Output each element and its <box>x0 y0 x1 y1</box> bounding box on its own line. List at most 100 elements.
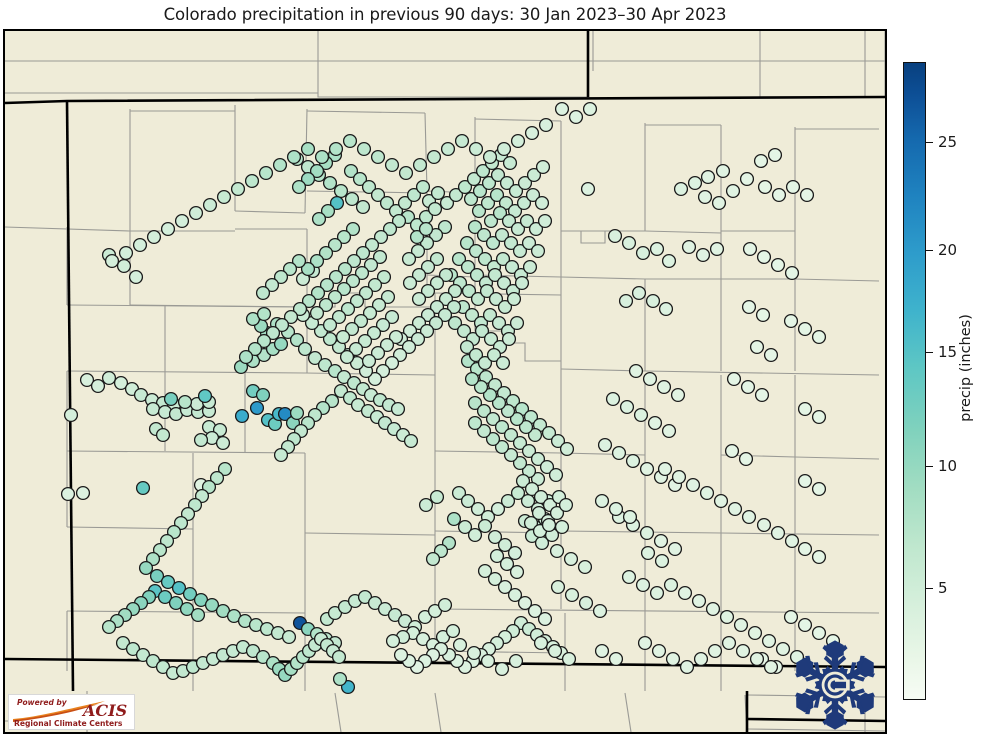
station-marker <box>509 564 525 580</box>
station-marker <box>366 325 382 341</box>
colorado-map <box>5 31 885 732</box>
colorbar-tick-label-5: 5 <box>938 579 948 597</box>
station-marker <box>179 601 195 617</box>
station-marker <box>548 467 564 483</box>
station-marker <box>563 551 579 567</box>
station-marker <box>512 455 528 471</box>
station-marker <box>447 283 463 299</box>
station-marker <box>651 643 667 659</box>
station-marker <box>163 391 179 407</box>
station-marker <box>539 459 555 475</box>
station-marker <box>670 387 686 403</box>
station-marker <box>322 175 338 191</box>
station-marker <box>500 493 516 509</box>
station-marker <box>182 586 198 602</box>
station-marker <box>149 568 165 584</box>
station-marker <box>451 485 467 501</box>
station-marker <box>558 497 574 513</box>
map-panel <box>3 29 887 734</box>
station-marker <box>171 580 187 596</box>
station-marker <box>608 501 624 517</box>
station-marker <box>216 189 232 205</box>
station-marker <box>510 133 526 149</box>
station-marker <box>501 213 517 229</box>
station-marker <box>667 541 683 557</box>
station-marker <box>481 175 497 191</box>
station-marker <box>256 333 272 349</box>
colorbar-tick-label-10: 10 <box>938 457 958 475</box>
station-marker <box>289 405 305 421</box>
station-marker <box>309 253 325 269</box>
station-marker <box>488 291 504 307</box>
station-marker <box>733 617 749 633</box>
colorbar-tick-label-25: 25 <box>938 133 958 151</box>
station-marker <box>273 336 289 352</box>
station-marker <box>649 585 665 601</box>
station-marker <box>510 485 526 501</box>
station-marker <box>337 261 353 277</box>
station-marker <box>735 643 751 659</box>
station-marker <box>469 267 485 283</box>
station-marker <box>344 321 360 337</box>
station-marker <box>753 153 769 169</box>
station-marker <box>384 157 400 173</box>
station-marker <box>461 283 477 299</box>
station-marker <box>328 269 344 285</box>
snowflake-logo <box>789 639 881 731</box>
station-marker <box>635 245 651 261</box>
station-marker <box>763 659 779 675</box>
station-marker <box>344 191 360 207</box>
station-marker <box>437 219 453 235</box>
station-marker <box>384 355 400 371</box>
station-marker <box>489 187 505 203</box>
station-marker <box>783 609 799 625</box>
colorbar-tick-20 <box>926 250 933 251</box>
station-marker <box>426 149 442 165</box>
station-marker <box>470 291 486 307</box>
station-marker <box>521 443 537 459</box>
station-marker <box>234 408 250 424</box>
station-marker <box>709 241 725 257</box>
station-marker <box>353 313 369 329</box>
station-marker <box>411 267 427 283</box>
station-marker <box>410 331 426 347</box>
station-marker <box>354 265 370 281</box>
station-marker <box>564 587 580 603</box>
station-marker <box>568 109 584 125</box>
station-marker <box>479 283 495 299</box>
acis-wordmark: ACIS <box>81 701 127 720</box>
station-marker <box>283 309 299 325</box>
station-marker <box>608 651 624 667</box>
station-marker <box>193 432 209 448</box>
station-marker <box>473 379 489 395</box>
station-marker <box>370 345 386 361</box>
station-marker <box>740 379 756 395</box>
station-marker <box>329 195 345 211</box>
station-marker <box>292 301 308 317</box>
station-marker <box>371 297 387 313</box>
station-marker <box>747 625 763 641</box>
station-marker <box>146 229 162 245</box>
station-marker <box>401 339 417 355</box>
station-marker <box>496 141 512 157</box>
station-marker <box>190 607 206 623</box>
station-marker <box>274 317 290 333</box>
snowflake-c-icon <box>795 640 875 730</box>
station-marker <box>633 407 649 423</box>
station-marker <box>517 595 533 611</box>
station-marker <box>507 587 523 603</box>
station-marker <box>693 651 709 667</box>
station-marker <box>327 289 343 305</box>
station-marker <box>468 141 484 157</box>
station-marker <box>356 141 372 157</box>
station-marker <box>656 379 672 395</box>
station-marker <box>719 609 735 625</box>
station-marker <box>132 237 148 253</box>
station-marker <box>456 323 472 339</box>
station-marker <box>384 309 400 325</box>
station-marker <box>756 249 772 265</box>
station-marker <box>157 589 173 605</box>
station-marker <box>485 235 501 251</box>
colorado-west-border <box>65 100 75 692</box>
station-marker <box>318 245 334 261</box>
